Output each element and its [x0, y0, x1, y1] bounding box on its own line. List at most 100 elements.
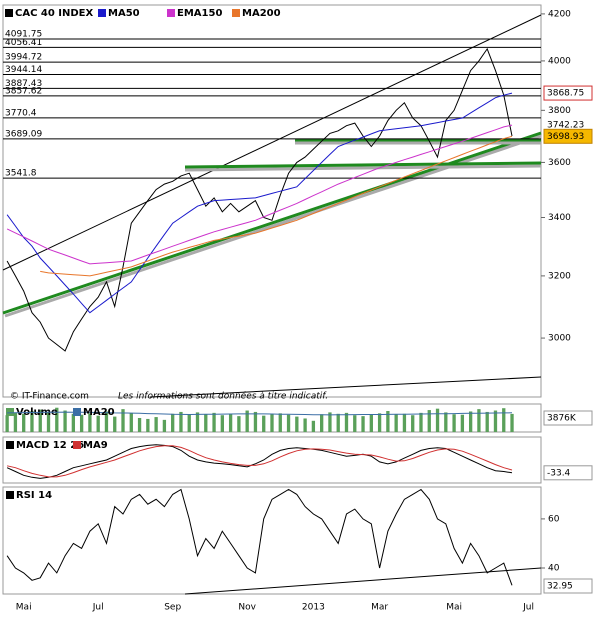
bar	[377, 413, 382, 432]
panel-content: MACD 12 26 -33.4 MA9	[6, 440, 593, 481]
series-line	[6, 444, 513, 479]
bar	[22, 413, 26, 432]
legend-swatch	[232, 9, 240, 17]
last-value-label: 3868.75	[547, 89, 584, 99]
bar	[220, 415, 224, 432]
bar	[427, 410, 431, 432]
y-tick-label: 3600	[548, 158, 571, 168]
x-tick-label: Sep	[164, 603, 181, 613]
rsi-trendline	[184, 567, 542, 595]
series-line	[6, 124, 513, 265]
bar	[394, 414, 398, 432]
bar	[129, 412, 133, 432]
bar	[245, 410, 249, 432]
bar	[435, 408, 440, 432]
bar	[493, 410, 498, 432]
legend-label: MA20	[83, 407, 115, 418]
channel-line	[2, 14, 542, 271]
bar	[204, 414, 208, 432]
bar	[485, 411, 489, 432]
bar	[444, 412, 448, 432]
level-label: 3541.8	[5, 169, 37, 179]
y-tick-label: 3200	[548, 271, 571, 281]
bar	[212, 412, 216, 432]
bar	[13, 412, 18, 432]
legend-swatch	[6, 491, 14, 499]
bar	[262, 415, 266, 432]
last-value-box	[543, 465, 593, 481]
level-label: 3770.4	[5, 108, 37, 118]
x-tick-label: Mar	[371, 603, 388, 613]
legend-swatch	[73, 408, 81, 416]
bar	[477, 409, 481, 432]
last-value-box	[543, 410, 593, 426]
series-line	[6, 47, 513, 352]
trendline	[184, 161, 542, 169]
bar	[452, 414, 456, 432]
bar	[320, 414, 324, 432]
bar	[270, 414, 274, 432]
legend-label: MA9	[83, 440, 108, 451]
trendline-shadow	[184, 164, 542, 172]
bar	[46, 412, 51, 432]
bar	[468, 411, 473, 432]
bar	[71, 413, 76, 432]
bar	[96, 415, 100, 432]
bar	[328, 412, 332, 432]
bar	[402, 413, 407, 432]
series-line	[7, 411, 513, 416]
y-tick-label: 4000	[548, 56, 571, 66]
macd-panel	[2, 436, 542, 484]
bar	[295, 416, 299, 432]
bar	[336, 413, 340, 432]
bar	[179, 411, 183, 432]
x-tick-label: Mai	[446, 603, 462, 613]
bar	[228, 413, 233, 432]
bar	[5, 415, 9, 432]
last-value-label: 32.95	[547, 582, 573, 592]
rsi-panel	[2, 486, 542, 595]
bar	[30, 411, 34, 432]
legend-swatch	[73, 441, 81, 449]
bar	[253, 411, 258, 432]
bar	[195, 412, 200, 432]
legend-label: MA50	[108, 8, 140, 19]
bar	[137, 418, 142, 432]
bar	[113, 416, 117, 432]
y-tick-label: 40	[548, 563, 560, 573]
y-tick-label: 4200	[548, 9, 571, 19]
y-tick-label: 3000	[548, 334, 571, 344]
bar	[460, 414, 465, 432]
level-label: 3689.09	[5, 129, 42, 139]
y-tick-label: 60	[548, 514, 560, 524]
bar	[171, 413, 175, 432]
y-tick-label: 3400	[548, 213, 571, 223]
level-label: 3857.62	[5, 86, 42, 96]
channel-line	[149, 376, 542, 398]
last-value-label: 3698.93	[547, 132, 584, 142]
bar	[154, 417, 158, 432]
x-tick-label: 2013	[302, 603, 325, 613]
level-label: 3994.72	[5, 53, 42, 63]
legend-swatch	[167, 9, 175, 17]
bar	[353, 415, 357, 432]
legend-label: MA200	[242, 8, 281, 19]
main-panel	[2, 4, 542, 398]
level-label: 3944.14	[5, 65, 42, 75]
source: © IT-Finance.com	[10, 392, 89, 402]
bar	[55, 407, 59, 432]
x-tick-label: Jul	[522, 603, 534, 613]
bar	[162, 419, 167, 432]
x-tick-label: Nov	[238, 603, 256, 613]
bar	[361, 416, 365, 432]
series-line	[6, 488, 513, 586]
disclaimer: Les informations sont données à titre in…	[118, 391, 328, 402]
bar	[369, 414, 373, 432]
level-label: 3887.43	[5, 79, 42, 89]
bar	[237, 416, 241, 432]
bar	[286, 414, 291, 432]
bar	[386, 411, 390, 432]
legend-swatch	[5, 9, 13, 17]
